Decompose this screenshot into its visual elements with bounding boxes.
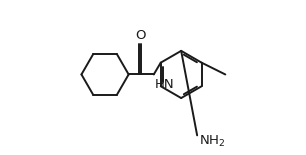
Text: O: O [135, 29, 145, 42]
Text: HN: HN [155, 78, 174, 91]
Text: NH$_2$: NH$_2$ [199, 134, 225, 149]
